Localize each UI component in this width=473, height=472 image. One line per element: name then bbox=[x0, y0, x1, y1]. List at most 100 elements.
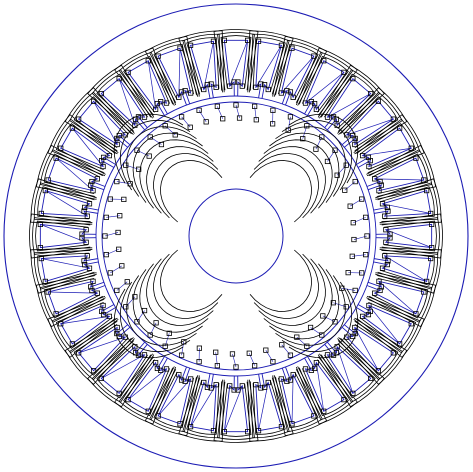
mesh-node bbox=[135, 114, 142, 120]
slot-mesh-line bbox=[118, 78, 136, 126]
mesh-node bbox=[84, 253, 90, 259]
mesh-node bbox=[311, 413, 317, 419]
mesh-node bbox=[86, 201, 93, 207]
stator-slot bbox=[304, 356, 345, 412]
mesh-node bbox=[155, 413, 161, 419]
flux-contour bbox=[153, 371, 194, 429]
mesh-node bbox=[408, 321, 414, 327]
mesh-node bbox=[178, 352, 185, 358]
flux-contour bbox=[55, 123, 113, 170]
slot-mesh-line bbox=[55, 157, 94, 191]
mesh-node bbox=[116, 76, 122, 82]
slot-mesh-line bbox=[48, 291, 98, 294]
mesh-node bbox=[377, 178, 383, 185]
mesh-node bbox=[208, 385, 214, 391]
stator-slot bbox=[77, 100, 131, 148]
mesh-node bbox=[172, 132, 178, 138]
slot-mesh-line bbox=[41, 258, 90, 269]
stator-slot bbox=[100, 77, 148, 131]
flux-contour bbox=[317, 64, 385, 135]
mesh-node bbox=[344, 132, 350, 138]
mesh-node bbox=[141, 114, 148, 120]
mesh-node bbox=[117, 213, 123, 219]
flux-contour bbox=[252, 379, 286, 435]
mesh-node bbox=[187, 42, 194, 48]
mesh-node bbox=[363, 252, 369, 258]
rotor-flux-line bbox=[263, 139, 333, 209]
mesh-node bbox=[255, 38, 262, 44]
slot-mesh-line bbox=[281, 55, 315, 94]
mesh-node bbox=[38, 210, 44, 217]
mesh-node bbox=[123, 162, 129, 168]
mesh-node bbox=[253, 382, 259, 388]
mesh-node bbox=[37, 245, 43, 251]
mesh-node bbox=[90, 278, 96, 284]
mesh-node bbox=[376, 278, 382, 284]
mesh-node bbox=[196, 107, 202, 113]
mesh-node bbox=[187, 424, 194, 430]
mesh-node bbox=[364, 233, 370, 239]
flux-contour bbox=[343, 324, 399, 376]
mesh-node bbox=[227, 383, 233, 389]
mesh-node bbox=[421, 289, 427, 295]
mesh-node bbox=[233, 102, 239, 108]
mesh-node bbox=[114, 287, 120, 294]
mesh-node bbox=[278, 42, 285, 48]
flux-contour bbox=[366, 272, 437, 328]
slot-mesh-line bbox=[60, 316, 110, 325]
mesh-node bbox=[177, 421, 183, 427]
mesh-node bbox=[76, 116, 82, 122]
mesh-node bbox=[213, 84, 219, 90]
slot-mesh-line bbox=[72, 127, 104, 167]
mesh-node bbox=[313, 146, 319, 152]
mesh-node bbox=[88, 182, 94, 188]
mesh-node bbox=[351, 236, 357, 243]
mesh-node bbox=[69, 125, 75, 131]
flux-contour bbox=[87, 337, 155, 408]
mesh-node bbox=[384, 261, 390, 268]
mesh-node bbox=[221, 429, 227, 435]
mesh-node bbox=[265, 379, 271, 386]
mesh-node bbox=[287, 114, 294, 120]
slot-mesh-line bbox=[384, 255, 427, 282]
flux-contour bbox=[29, 213, 93, 259]
mesh-node bbox=[214, 363, 220, 369]
stator-slot bbox=[373, 190, 432, 217]
mesh-node bbox=[178, 89, 185, 95]
rotor-flux-line bbox=[139, 263, 209, 333]
mesh-node bbox=[334, 344, 340, 350]
mesh-node bbox=[119, 263, 125, 269]
mesh-node bbox=[102, 233, 108, 239]
mesh-node bbox=[382, 213, 388, 219]
slot-mesh-line bbox=[327, 93, 371, 118]
rotor-flux-line bbox=[126, 275, 197, 346]
mesh-node bbox=[366, 163, 372, 170]
mesh-node bbox=[352, 324, 358, 331]
mesh-node bbox=[203, 119, 209, 125]
mesh-node bbox=[81, 208, 87, 214]
mesh-node bbox=[38, 255, 44, 262]
mesh-node bbox=[324, 352, 331, 358]
mesh-node bbox=[350, 76, 356, 82]
flux-contour bbox=[37, 252, 93, 286]
slot-mesh-line bbox=[127, 368, 167, 400]
stator-slot bbox=[356, 127, 412, 168]
mesh-node bbox=[379, 201, 386, 207]
flux-contour bbox=[247, 375, 294, 442]
flux-contour bbox=[123, 55, 170, 113]
flux-contour bbox=[43, 153, 101, 194]
rotor-flux-line bbox=[146, 258, 214, 326]
mesh-node bbox=[100, 154, 107, 160]
mesh-node bbox=[116, 132, 122, 139]
flux-contour bbox=[30, 247, 97, 294]
mesh-node bbox=[145, 408, 151, 414]
mesh-node bbox=[350, 333, 356, 340]
mesh-node bbox=[201, 86, 207, 93]
mesh-node bbox=[334, 172, 340, 178]
mesh-node bbox=[58, 321, 64, 327]
mesh-node bbox=[308, 367, 314, 373]
mesh-node bbox=[365, 312, 372, 318]
mesh-node bbox=[261, 82, 268, 88]
mesh-node bbox=[196, 359, 202, 365]
mesh-node bbox=[360, 313, 366, 319]
